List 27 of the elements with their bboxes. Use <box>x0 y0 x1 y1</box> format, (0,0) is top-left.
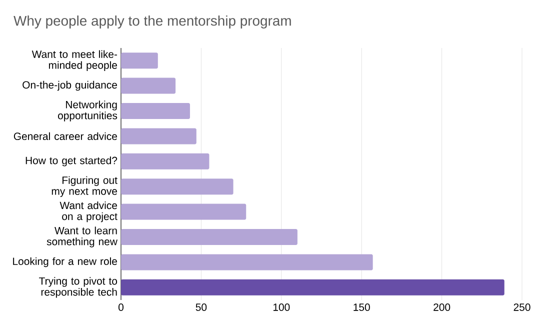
y-tick-label: Trying to pivot to responsible tech <box>39 277 118 298</box>
y-tick-label: General career advice <box>14 132 117 140</box>
x-tick-label: 150 <box>354 304 370 311</box>
y-tick-label: Want advice on a project <box>60 201 118 222</box>
bar <box>121 254 373 270</box>
x-tick-label: 100 <box>273 304 290 311</box>
bar <box>121 128 196 144</box>
y-tick-label: Looking for a new role <box>13 257 117 268</box>
y-tick-label: Networking opportunities <box>58 100 118 122</box>
x-tick-label: 250 <box>514 304 530 311</box>
y-tick-label: Want to meet like-minded people <box>32 50 117 71</box>
bar <box>121 204 246 220</box>
bar <box>121 102 190 119</box>
chart-title: Why people apply to the mentorship program <box>14 15 291 28</box>
bar <box>121 178 234 195</box>
y-tick-label: Want to learn something new <box>46 226 118 248</box>
y-tick-label: How to get started? <box>26 156 118 166</box>
x-tick-label: 0 <box>118 304 124 311</box>
x-tick-label: 50 <box>196 304 207 311</box>
bar <box>121 279 504 296</box>
bar <box>121 78 176 94</box>
bar <box>121 229 298 245</box>
bar <box>121 153 210 170</box>
x-tick-label: 200 <box>434 304 450 311</box>
bar <box>121 52 158 69</box>
y-tick-label: On-the-job guidance <box>22 80 117 91</box>
y-tick-label: Figuring out my next move <box>52 176 118 197</box>
